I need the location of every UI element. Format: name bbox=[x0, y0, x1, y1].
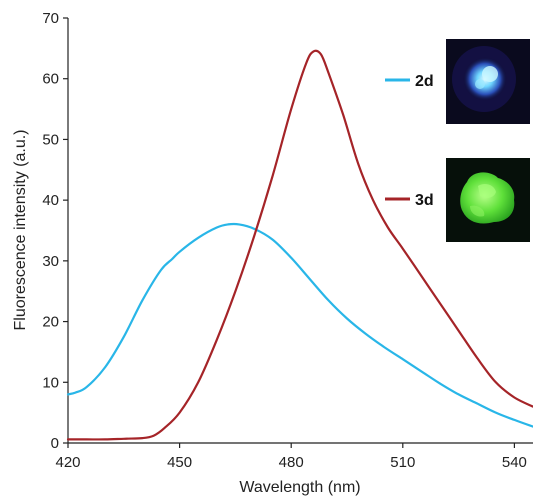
legend-label-2d: 2d bbox=[415, 73, 434, 90]
series-line-3d bbox=[66, 49, 533, 441]
y-axis-title: Fluorescence intensity (a.u.) bbox=[12, 130, 29, 331]
y-tick-label: 40 bbox=[42, 192, 59, 209]
series-layer bbox=[66, 49, 533, 441]
y-tick-label: 10 bbox=[42, 374, 59, 391]
x-axis-title: Wavelength (nm) bbox=[239, 479, 360, 496]
y-tick-label: 30 bbox=[42, 253, 59, 270]
x-tick-label: 510 bbox=[390, 454, 415, 471]
legend-entry-3d: 3d bbox=[385, 192, 434, 209]
y-tick-label: 0 bbox=[51, 435, 59, 452]
x-ticks: 420 450 480 510 540 bbox=[55, 443, 527, 471]
legend-label-3d: 3d bbox=[415, 192, 434, 209]
x-tick-label: 480 bbox=[279, 454, 304, 471]
y-axis: 0 10 20 30 40 50 60 70 bbox=[42, 10, 69, 452]
legend: 2d 3d bbox=[385, 39, 530, 242]
x-axis: 420 450 480 510 540 bbox=[55, 442, 533, 471]
series-line-2d bbox=[66, 222, 533, 428]
y-tick-label: 60 bbox=[42, 71, 59, 88]
x-tick-label: 450 bbox=[167, 454, 192, 471]
x-tick-label: 420 bbox=[55, 454, 80, 471]
green-fluorescence-photo bbox=[446, 158, 530, 242]
blue-fluorescence-photo bbox=[446, 39, 530, 124]
x-tick-label: 540 bbox=[502, 454, 527, 471]
y-tick-label: 20 bbox=[42, 314, 59, 331]
y-tick-label: 70 bbox=[42, 10, 59, 27]
y-tick-label: 50 bbox=[42, 131, 59, 148]
y-ticks: 0 10 20 30 40 50 60 70 bbox=[42, 10, 68, 452]
legend-entry-2d: 2d bbox=[385, 73, 434, 90]
